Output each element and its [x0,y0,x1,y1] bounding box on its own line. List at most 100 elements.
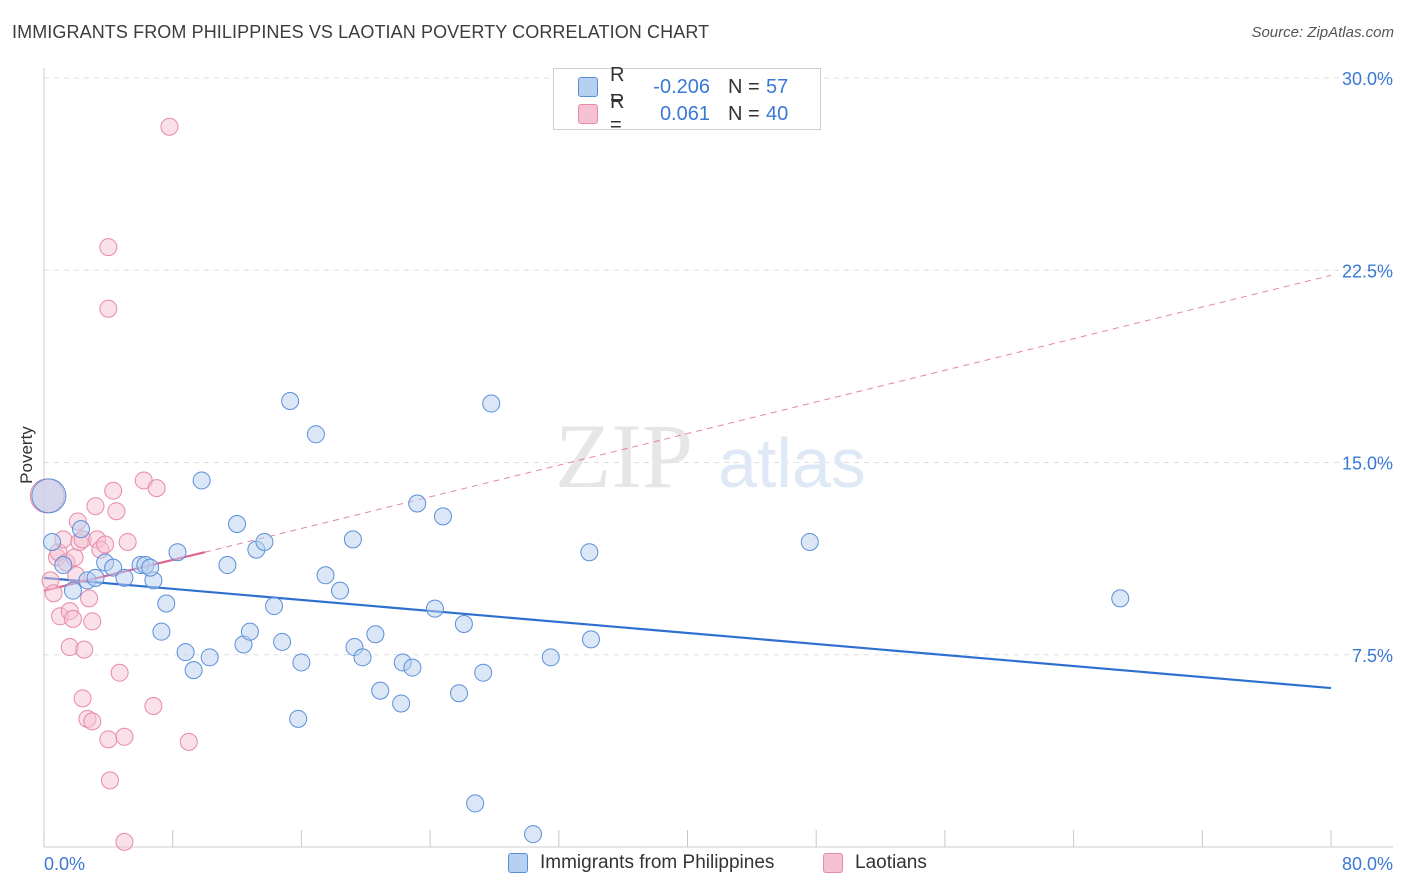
point-philippines [157,594,176,613]
point-philippines [541,648,560,667]
point-philippines [343,530,362,549]
n-label: N = [728,75,760,98]
y-tick-label: 7.5% [1352,646,1393,666]
point-philippines [403,658,422,677]
point-laotians [99,299,118,318]
point-philippines [31,478,67,514]
point-philippines [273,632,292,651]
x-tick-label: 80.0% [1342,854,1393,874]
point-philippines [86,568,105,587]
point-laotians [63,609,82,628]
point-laotians [118,532,137,551]
trend-line-philippines [43,576,1332,690]
point-philippines [800,532,819,551]
point-laotians [179,732,198,751]
r-value: -0.206 [653,75,710,98]
y-tick-label: 30.0% [1342,69,1393,89]
point-philippines [240,622,259,641]
point-philippines [63,581,82,600]
point-philippines [43,532,62,551]
point-philippines [184,661,203,680]
point-laotians [110,663,129,682]
point-laotians [107,502,126,521]
n-value: 57 [766,75,789,98]
point-laotians [100,771,119,790]
point-philippines [331,581,350,600]
point-philippines [54,556,73,575]
point-philippines [72,520,91,539]
legend-item-philippines[interactable]: Immigrants from Philippines [508,852,774,874]
legend-label-philippines: Immigrants from Philippines [540,852,775,873]
point-laotians [99,730,118,749]
point-laotians [144,697,163,716]
point-laotians [104,481,123,500]
point-philippines [289,709,308,728]
point-philippines [454,614,473,633]
point-philippines [524,825,543,844]
point-laotians [83,612,102,631]
point-laotians [115,832,134,851]
point-philippines [281,391,300,410]
point-laotians [96,535,115,554]
source-label: Source: ZipAtlas.com [1251,24,1394,41]
point-laotians [99,238,118,257]
point-philippines [392,694,411,713]
stats-legend: R = -0.206 N = 57 R = 0.061 N = 40 [553,64,821,136]
point-philippines [265,597,284,616]
point-philippines [1111,589,1130,608]
legend-label-laotians: Laotians [855,852,927,873]
point-philippines [168,543,187,562]
axes [43,68,1393,848]
point-philippines [192,471,211,490]
y-tick-label: 15.0% [1342,454,1393,474]
point-philippines [408,494,427,513]
watermark-zip: ZIP [555,405,693,507]
swatch-laotians [578,104,598,124]
point-philippines [255,532,274,551]
point-philippines [425,599,444,618]
legend-swatch-philippines [508,853,528,873]
watermark-atlas: atlas [718,424,866,502]
r-label: R = [610,91,625,136]
r-value: 0.061 [659,102,710,125]
stats-row-laotians: R = 0.061 N = 40 [578,91,789,136]
legend-swatch-laotians [823,853,843,873]
n-label: N = [728,102,760,125]
point-philippines [306,425,325,444]
point-laotians [147,479,166,498]
swatch-philippines [578,77,598,97]
gridlines [44,77,1393,656]
data-points [29,117,1130,851]
point-philippines [466,794,485,813]
point-philippines [115,568,134,587]
point-philippines [200,648,219,667]
point-philippines [152,622,171,641]
watermark: ZIP atlas [555,405,866,507]
point-laotians [83,712,102,731]
point-philippines [433,507,452,526]
point-philippines [141,558,160,577]
r-label: R = [610,64,625,109]
point-philippines [366,625,385,644]
chart-title: IMMIGRANTS FROM PHILIPPINES VS LAOTIAN P… [12,22,710,42]
point-laotians [80,589,99,608]
point-philippines [353,648,372,667]
y-tick-label: 22.5% [1342,261,1393,281]
point-laotians [75,640,94,659]
point-philippines [581,630,600,649]
point-philippines [482,394,501,413]
point-philippines [292,653,311,672]
tick-labels: 7.5% 15.0% 22.5% 30.0% 0.0% 80.0% [44,69,1393,874]
stats-row-philippines: R = -0.206 N = 57 [578,64,789,109]
point-philippines [371,681,390,700]
legend-item-laotians[interactable]: Laotians [823,852,927,874]
x-tick-label: 0.0% [44,854,85,874]
point-philippines [218,556,237,575]
series-legend: Immigrants from Philippines Laotians [0,848,1406,880]
point-laotians [73,689,92,708]
trend-line-laotians-extended [204,274,1332,553]
point-philippines [104,558,123,577]
n-value: 40 [766,102,789,125]
point-philippines [474,663,493,682]
